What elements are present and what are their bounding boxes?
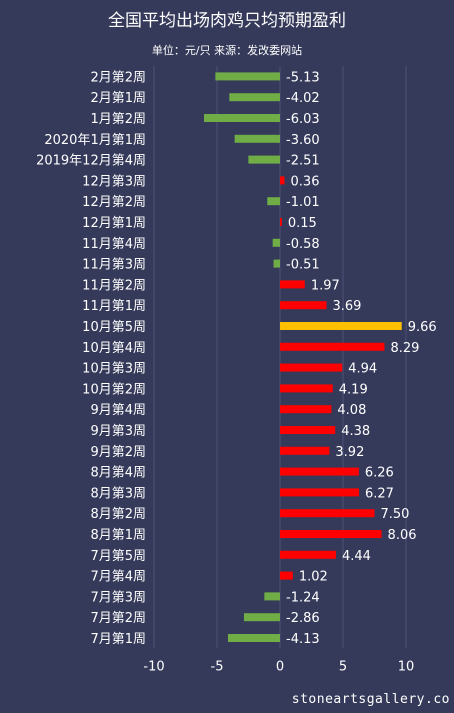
- bar: [280, 405, 332, 414]
- watermark-text: stoneartsgallery.co: [292, 692, 450, 707]
- category-label: 7月第5周: [90, 549, 146, 564]
- data-label: -3.60: [286, 133, 320, 148]
- bar: [280, 301, 327, 310]
- category-label: 8月第4周: [90, 466, 146, 481]
- bars: [204, 72, 402, 642]
- bar: [280, 571, 293, 580]
- data-label: 7.50: [381, 507, 410, 522]
- x-tick-label: -10: [143, 659, 164, 674]
- category-label: 9月第4周: [90, 403, 146, 418]
- bar: [248, 155, 280, 164]
- bar: [264, 592, 280, 601]
- category-label: 1月第2周: [90, 112, 146, 127]
- data-label: -4.13: [286, 632, 320, 647]
- category-label: 2020年1月第1周: [44, 133, 146, 148]
- category-label: 11月第2周: [82, 278, 146, 293]
- bar: [280, 218, 282, 226]
- bar: [273, 259, 280, 268]
- x-axis-ticks: -10 -5 0 5 10: [143, 659, 414, 674]
- x-tick-label: 0: [276, 659, 284, 674]
- bar: [229, 93, 280, 102]
- category-label: 12月第2周: [82, 195, 146, 210]
- data-label: 4.38: [341, 424, 370, 439]
- bar: [234, 134, 280, 143]
- bar: [280, 467, 359, 476]
- category-label: 12月第1周: [82, 216, 146, 231]
- category-label: 7月第3周: [90, 590, 146, 605]
- bar: [280, 322, 402, 330]
- bar: [243, 613, 280, 622]
- data-label: 4.08: [337, 403, 366, 418]
- data-label: 8.06: [388, 528, 417, 543]
- bar: [280, 509, 375, 518]
- category-label: 9月第2周: [90, 445, 146, 460]
- bar: [272, 238, 280, 247]
- data-label: 3.69: [332, 299, 361, 314]
- data-label: -0.58: [286, 237, 320, 252]
- data-label: 4.19: [339, 382, 368, 397]
- bar: [227, 634, 280, 642]
- x-tick-label: 5: [339, 659, 347, 674]
- category-label: 2月第2周: [90, 70, 146, 85]
- data-label: -2.51: [286, 154, 320, 169]
- data-label: -6.03: [286, 112, 320, 127]
- data-label: -1.01: [286, 195, 320, 210]
- category-label: 8月第1周: [90, 528, 146, 543]
- data-label: 4.44: [342, 549, 371, 564]
- data-label: -4.02: [286, 91, 320, 106]
- bar: [280, 384, 333, 393]
- category-label: 10月第5周: [82, 320, 146, 335]
- chart-subtitle: 单位：元/只 来源：发改委网站: [152, 43, 302, 57]
- category-label: 2019年12月第4周: [36, 154, 146, 169]
- category-label: 10月第3周: [82, 362, 146, 377]
- x-tick-label: 10: [398, 659, 415, 674]
- data-label: 0.36: [291, 174, 320, 189]
- data-label: -1.24: [286, 590, 320, 605]
- data-label: 3.92: [335, 445, 364, 460]
- category-label: 10月第2周: [82, 382, 146, 397]
- data-label: 8.29: [390, 341, 419, 356]
- bar: [280, 176, 285, 185]
- data-label: 9.66: [408, 320, 437, 335]
- category-label: 11月第4周: [82, 237, 146, 252]
- category-label: 12月第3周: [82, 174, 146, 189]
- category-label: 11月第3周: [82, 258, 146, 273]
- bar: [280, 550, 336, 559]
- category-label: 8月第3周: [90, 486, 146, 501]
- category-label: 7月第4周: [90, 570, 146, 585]
- bar: [280, 363, 343, 372]
- category-label: 7月第2周: [90, 611, 146, 626]
- bar: [280, 488, 360, 497]
- data-label: -0.51: [286, 258, 320, 273]
- chart-title: 全国平均出场肉鸡只均预期盈利: [108, 11, 346, 31]
- bar: [280, 342, 385, 351]
- data-label: 1.02: [299, 570, 328, 585]
- x-tick-label: -5: [211, 659, 224, 674]
- category-label: 2月第1周: [90, 91, 146, 106]
- bar: [280, 446, 330, 455]
- category-label: 7月第1周: [90, 632, 146, 647]
- data-label: -5.13: [286, 70, 320, 85]
- data-label: 1.97: [311, 278, 340, 293]
- data-label: 6.26: [365, 466, 394, 481]
- category-label: 11月第1周: [82, 299, 146, 314]
- bar: [280, 280, 305, 289]
- data-label: 0.15: [288, 216, 317, 231]
- bar: [280, 530, 382, 538]
- value-labels: -5.13 -4.02 -6.03 -3.60 -2.51 0.36 -1.01 0.15 -0…: [286, 70, 437, 647]
- category-labels: 2月第2周 2月第1周 1月第2周 2020年1月第1周 2019年12月第4周 12月第…: [36, 70, 146, 647]
- data-label: -2.86: [286, 611, 320, 626]
- bar: [204, 114, 280, 122]
- data-label: 4.94: [348, 362, 377, 377]
- data-label: 6.27: [365, 486, 394, 501]
- category-label: 9月第3周: [90, 424, 146, 439]
- bar: [280, 426, 336, 434]
- category-label: 8月第2周: [90, 507, 146, 522]
- bar: [267, 197, 280, 206]
- bar: [215, 72, 280, 81]
- category-label: 10月第4周: [82, 341, 146, 356]
